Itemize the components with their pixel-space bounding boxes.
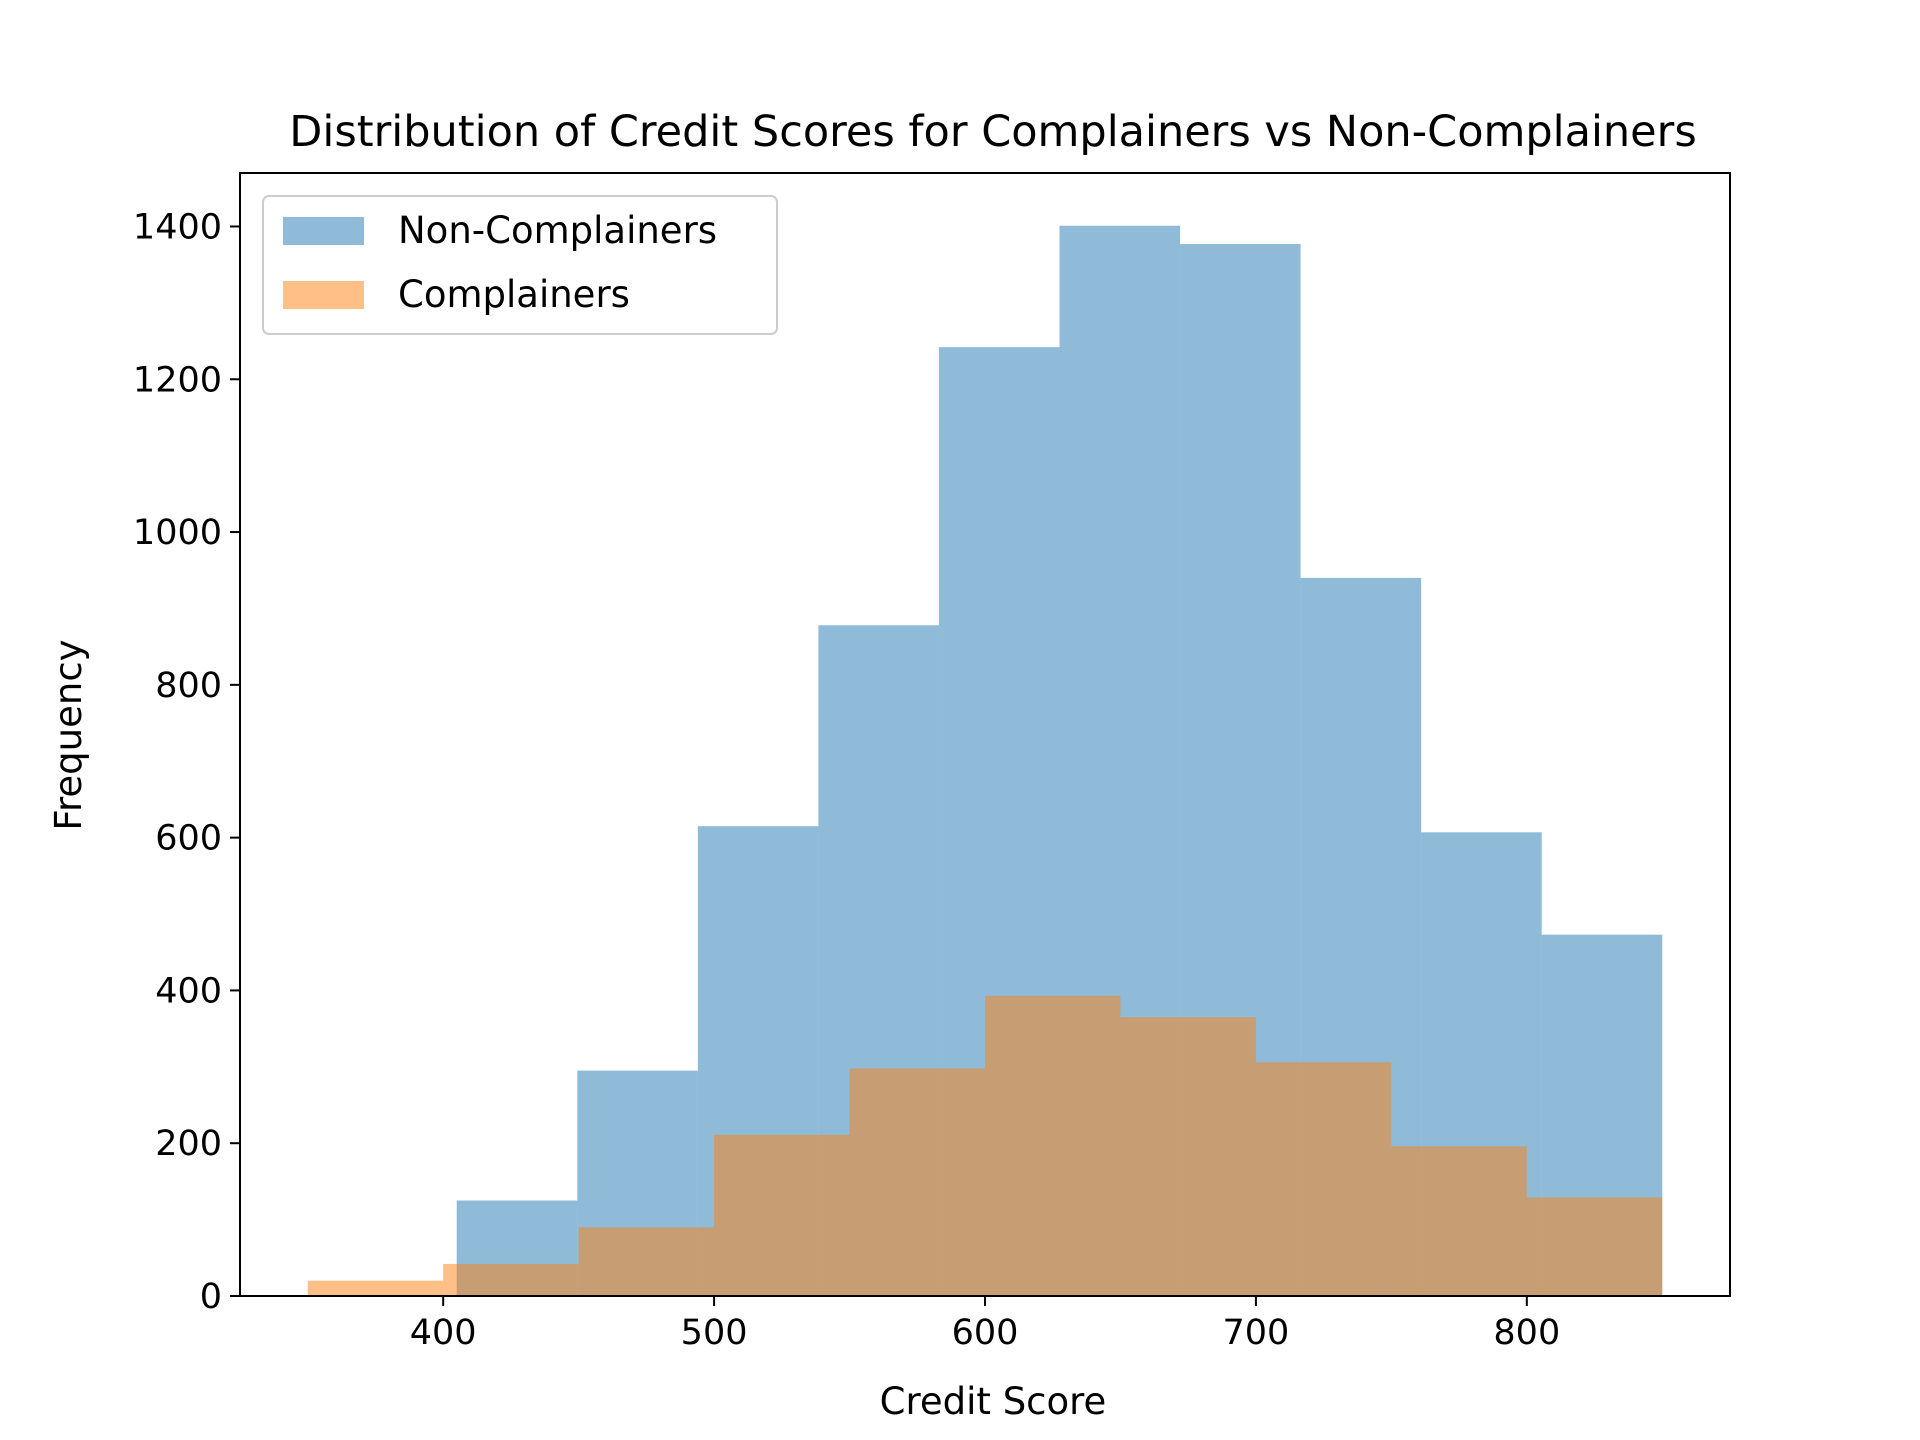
y-tick-label-1000: 1000 [133,513,222,553]
y-tick-label-0: 0 [200,1277,222,1317]
y-tick-label-1400: 1400 [133,207,222,247]
legend: Non-Complainers Complainers [262,195,778,335]
bar-complainers-2 [578,1227,715,1296]
y-tick-label-400: 400 [155,971,222,1011]
bar-complainers-9 [1526,1197,1663,1296]
legend-swatch-complainers [283,281,364,309]
bar-complainers-6 [1120,1017,1256,1296]
bar-complainers-8 [1391,1146,1527,1296]
y-tick-label-600: 600 [155,819,222,859]
y-tick-label-1200: 1200 [133,360,222,400]
y-axis: 0 200 400 600 800 1000 1200 1400 [133,207,240,1317]
bars-layer [307,225,1663,1297]
x-tick-label-600: 600 [952,1313,1019,1353]
y-tick-label-800: 800 [155,666,222,706]
bar-complainers-1 [443,1263,579,1296]
legend-swatch-non-complainers [283,217,364,245]
x-tick-label-500: 500 [681,1313,748,1353]
x-tick-label-700: 700 [1223,1313,1290,1353]
x-axis-title: Credit Score [880,1380,1107,1423]
x-tick-label-400: 400 [410,1313,477,1353]
legend-label-complainers: Complainers [398,273,630,316]
bar-complainers-3 [714,1134,850,1296]
bar-complainers-7 [1255,1062,1392,1296]
chart-title: Distribution of Credit Scores for Compla… [289,107,1696,157]
bar-complainers-0 [307,1280,444,1296]
x-axis: 400 500 600 700 800 [410,1296,1560,1353]
legend-box [262,195,778,335]
y-tick-label-200: 200 [155,1124,222,1164]
x-tick-label-800: 800 [1493,1313,1560,1353]
bar-complainers-4 [849,1068,985,1296]
legend-label-non-complainers: Non-Complainers [398,209,717,252]
y-axis-title: Frequency [47,639,90,830]
bar-complainers-5 [985,995,1121,1296]
